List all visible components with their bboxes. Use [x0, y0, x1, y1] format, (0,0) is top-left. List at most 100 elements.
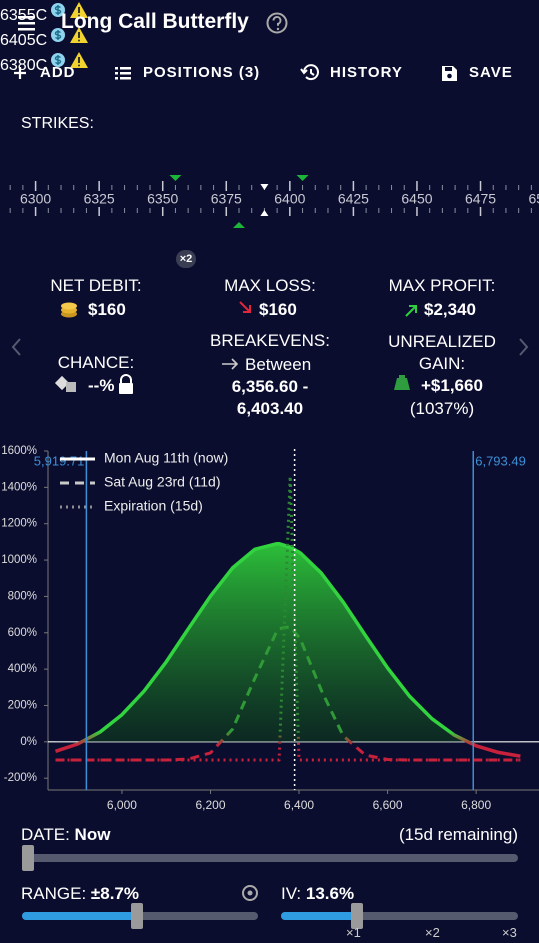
- legend-label: Sat Aug 23rd (11d): [104, 474, 220, 490]
- strike-tick-label: 6350: [147, 191, 178, 207]
- strike-tick-label: 6475: [465, 191, 496, 207]
- stat-label: NET DEBIT:: [50, 276, 142, 295]
- prev-arrow[interactable]: [11, 338, 21, 356]
- x-tick-label: 6,200: [195, 798, 225, 812]
- quantity-badge: ×2: [175, 250, 196, 268]
- iv-slider[interactable]: [281, 912, 518, 920]
- slider-thumb[interactable]: [22, 845, 34, 871]
- y-tick-label: 800%: [8, 590, 37, 602]
- strikes-label: STRIKES:: [21, 115, 94, 132]
- iv-scale-label: ×2: [425, 925, 440, 940]
- strike-chip[interactable]: 6405C: [0, 25, 539, 50]
- iv-scale-label: ×3: [502, 925, 517, 940]
- breakeven-value: 6,403.40: [236, 399, 304, 418]
- strike-tick-label: 6300: [20, 191, 51, 207]
- breakeven-text: Between: [245, 355, 312, 374]
- legend-label: Expiration (15d): [104, 498, 203, 514]
- area-fill: [55, 543, 521, 742]
- chip-pointer: [232, 222, 245, 228]
- y-tick-label: 1600%: [1, 445, 37, 457]
- value: Now: [74, 825, 111, 844]
- x-tick-label: 6,600: [373, 798, 403, 812]
- positions-button[interactable]: POSITIONS (3): [143, 64, 261, 81]
- add-icon[interactable]: [14, 67, 26, 79]
- strike-tick-label: 6500: [529, 191, 539, 207]
- chip-icons: [51, 52, 89, 68]
- stat-value: $2,340: [424, 300, 476, 319]
- profit-arrow-icon: [405, 305, 417, 317]
- date-label: DATE: Now: [21, 825, 110, 845]
- strike-tick-label: 6450: [401, 191, 432, 207]
- chip-label: 6380C: [0, 57, 48, 74]
- y-tick-label: 400%: [8, 663, 37, 675]
- strike-tick-label: 6325: [84, 191, 115, 207]
- slider-thumb[interactable]: [351, 903, 363, 929]
- next-arrow[interactable]: [519, 338, 529, 356]
- chip-pointer: [169, 175, 182, 181]
- value: ±8.7%: [90, 884, 139, 903]
- save-icon[interactable]: [442, 66, 457, 81]
- slider-thumb[interactable]: [131, 903, 143, 929]
- reset-icon[interactable]: [242, 885, 258, 901]
- value: 13.6%: [305, 884, 355, 903]
- stat-value: $160: [88, 300, 126, 319]
- positions-icon[interactable]: [115, 67, 131, 80]
- slider-fill: [22, 912, 137, 920]
- history-icon[interactable]: [300, 64, 319, 81]
- stat-label: CHANCE:: [57, 353, 135, 372]
- strike-chips: 6355C 6405C 6380C ×2: [0, 0, 539, 268]
- y-tick-label: 1200%: [1, 518, 37, 530]
- chip-label: 6405C: [0, 32, 48, 49]
- slider-fill: [281, 912, 357, 920]
- chip-icons: [51, 27, 89, 43]
- series-line: [54, 541, 521, 758]
- stat-label: MAX LOSS:: [224, 276, 316, 295]
- price-pointer: [260, 210, 269, 216]
- y-tick-label: 1000%: [1, 554, 37, 566]
- iv-label: IV: 13.6%: [281, 884, 354, 904]
- strike-tick-label: 6375: [211, 191, 242, 207]
- history-button[interactable]: HISTORY: [330, 64, 403, 81]
- plot-area: [54, 474, 521, 762]
- chip-pointer: [296, 175, 309, 181]
- title: Long Call Butterfly: [61, 10, 249, 33]
- money-bag-icon: [394, 375, 410, 390]
- strike-chip[interactable]: 6380C: [0, 50, 539, 75]
- strike-chip[interactable]: 6355C: [0, 0, 539, 25]
- menu-icon[interactable]: [18, 16, 35, 31]
- range-label: RANGE: ±8.7%: [21, 884, 139, 904]
- y-tick-label: 0%: [20, 736, 37, 748]
- label: RANGE:: [21, 884, 87, 903]
- stat-percent: (1037%): [409, 399, 475, 418]
- date-slider[interactable]: [22, 854, 518, 862]
- label: DATE:: [21, 825, 70, 844]
- stat-label: MAX PROFIT:: [388, 276, 496, 295]
- between-arrow-icon: [222, 358, 239, 370]
- y-tick-label: 200%: [8, 700, 37, 712]
- breakeven-value: 6,356.60 -: [231, 377, 309, 396]
- add-button[interactable]: ADD: [40, 64, 76, 81]
- stat-value: +$1,660: [421, 376, 483, 395]
- iv-scale-label: ×1: [346, 925, 361, 940]
- stat-value: $160: [259, 300, 297, 319]
- legend-label: Mon Aug 11th (now): [104, 450, 228, 466]
- stat-label: UNREALIZED GAIN:: [388, 332, 496, 373]
- lock-icon: [119, 374, 133, 394]
- series-line: [55, 474, 521, 762]
- save-button[interactable]: SAVE: [469, 64, 513, 81]
- x-tick-label: 6,400: [284, 798, 314, 812]
- label: IV:: [281, 884, 302, 903]
- stat-label: BREAKEVENS:: [210, 331, 330, 350]
- strike-tick-label: 6425: [338, 191, 369, 207]
- date-remaining: (15d remaining): [398, 825, 518, 844]
- help-icon[interactable]: [266, 12, 288, 34]
- breakeven-label: 6,793.49: [475, 453, 526, 468]
- dice-icon: [54, 375, 76, 392]
- breakeven-label: 5,919.71: [34, 453, 85, 468]
- price-pointer: [260, 184, 269, 190]
- y-tick-label: -200%: [4, 772, 37, 784]
- chip-label: 6355C: [0, 7, 48, 24]
- y-tick-label: 1400%: [1, 481, 37, 493]
- x-tick-label: 6,800: [461, 798, 491, 812]
